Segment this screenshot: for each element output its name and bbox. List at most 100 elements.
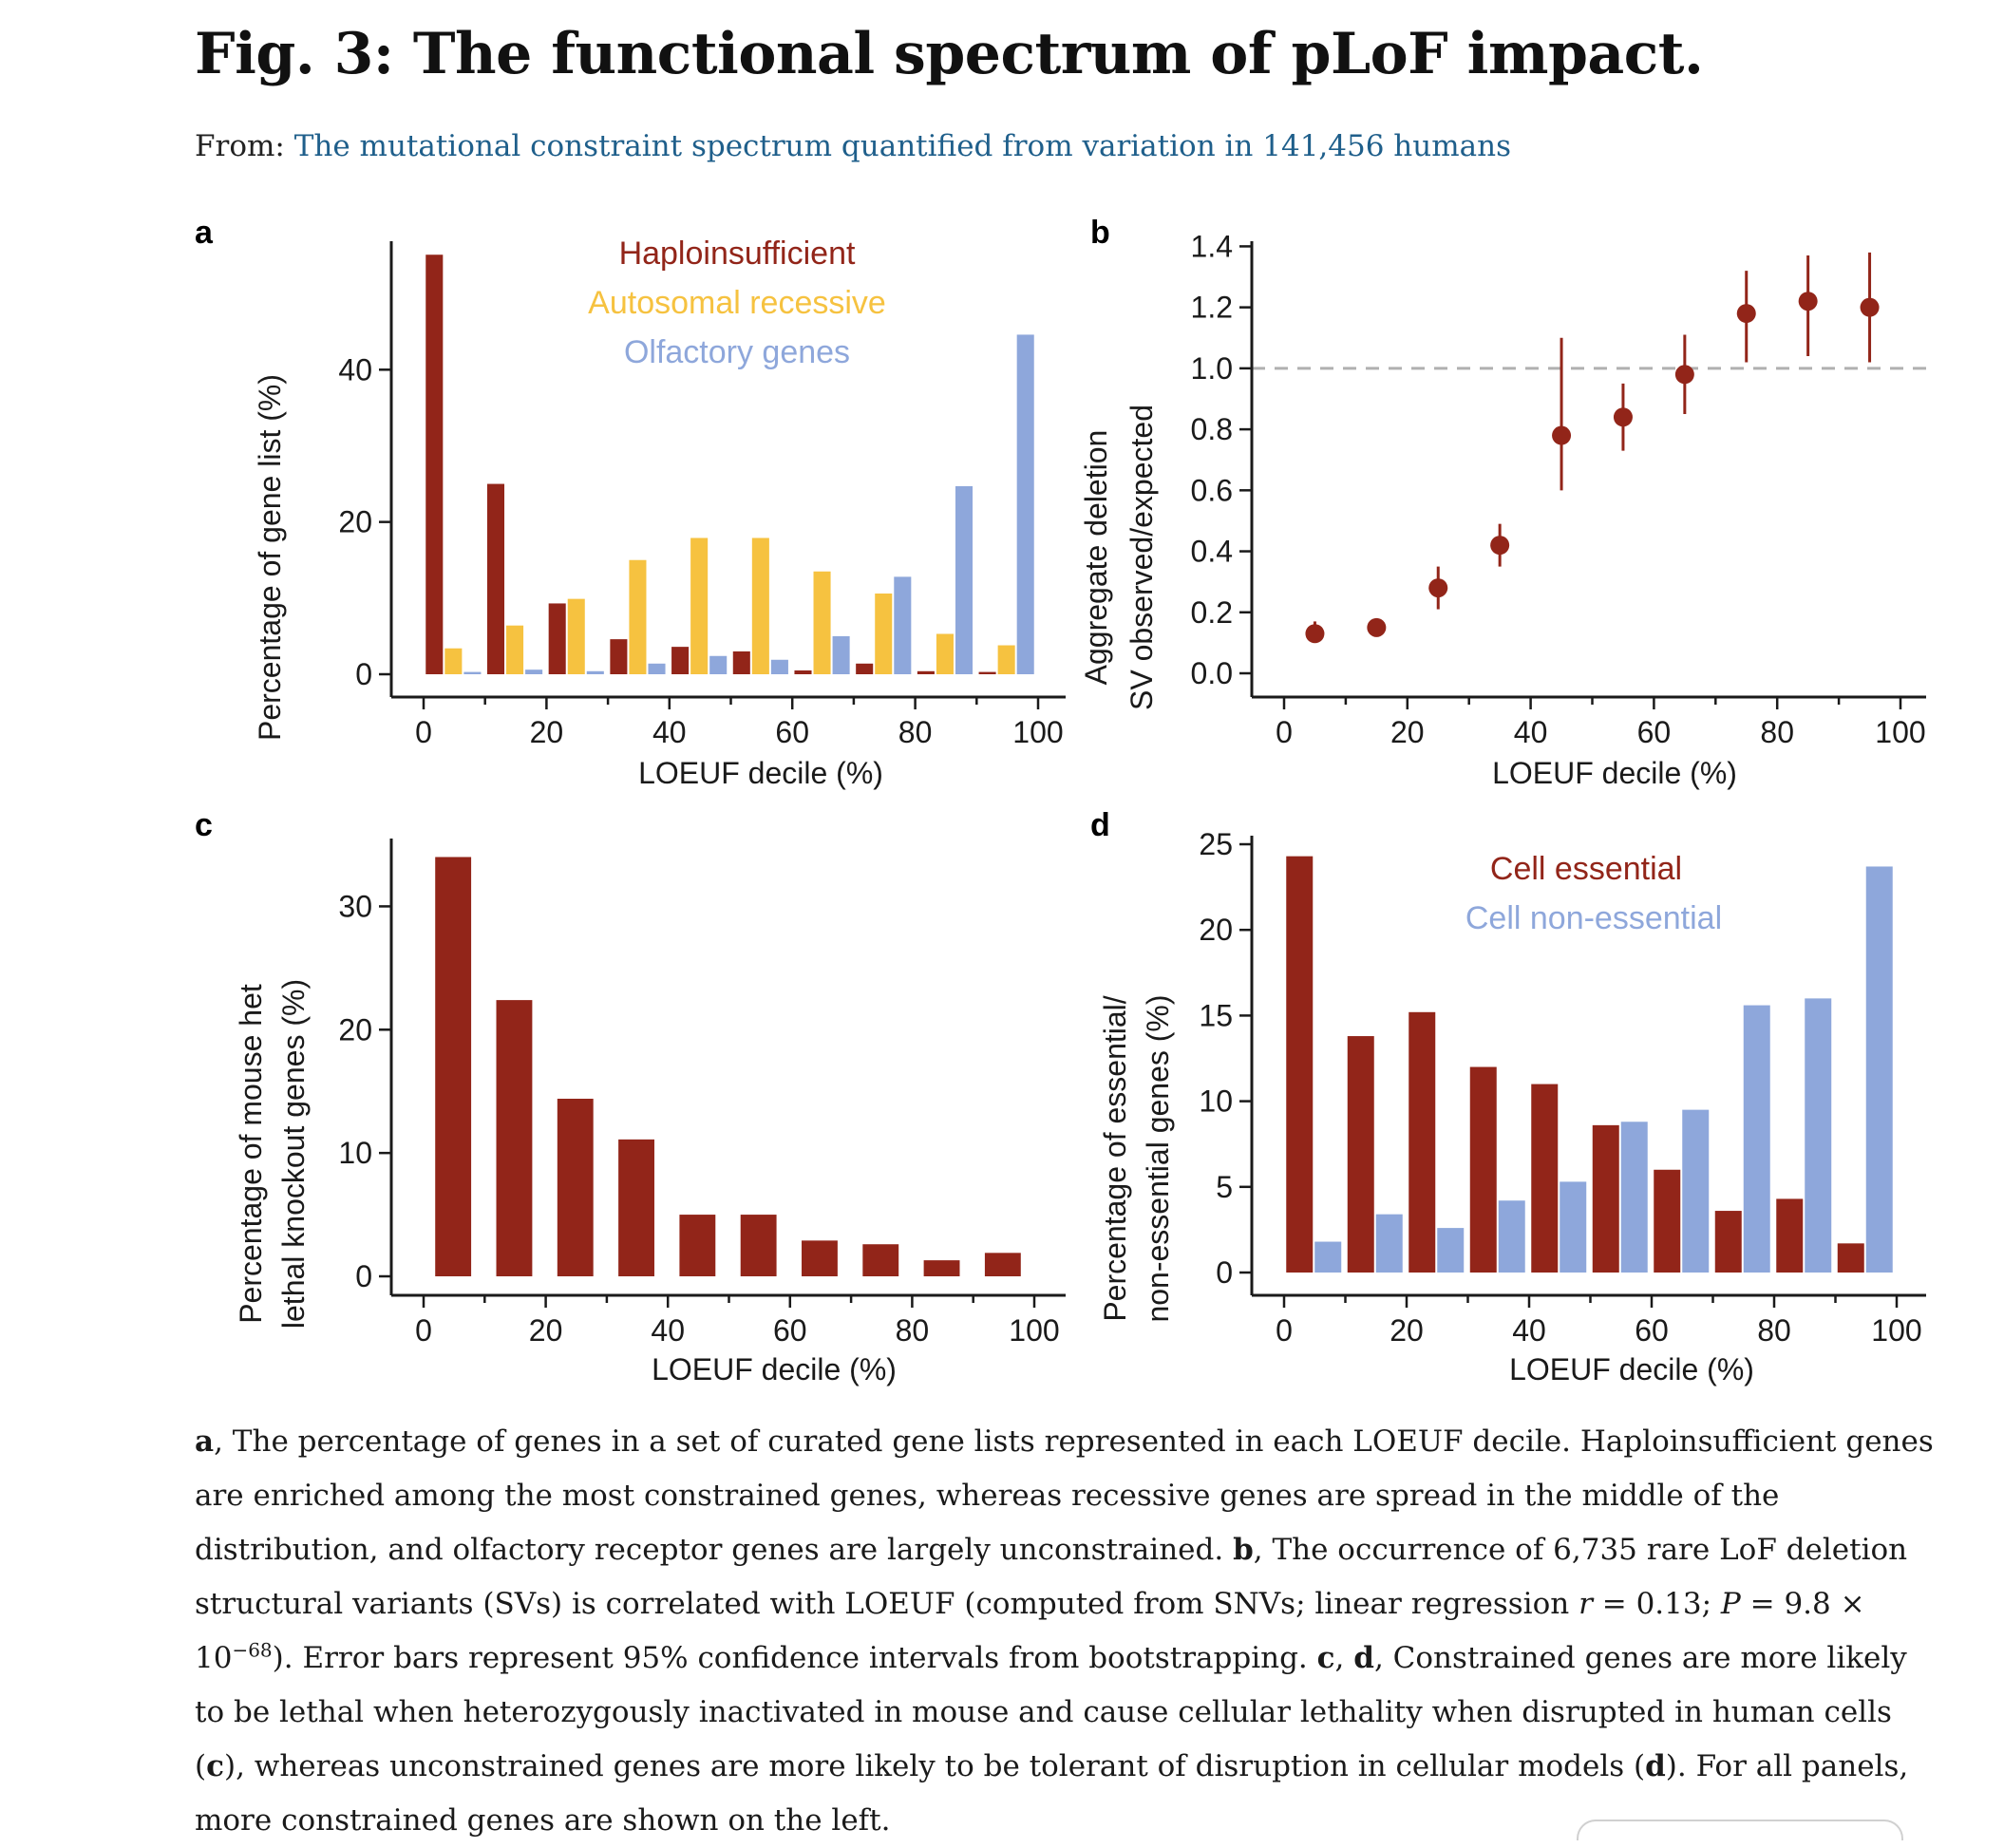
a-bar-olfactory-genes [1016, 334, 1034, 674]
c-bar [557, 1099, 594, 1276]
panel-c-ylabel-line1: Percentage of mouse het [234, 984, 268, 1324]
a-bar-olfactory-genes [832, 635, 850, 674]
a-bar-haploinsufficient [486, 483, 505, 674]
panel-d-xlabel: LOEUF decile (%) [1509, 1352, 1754, 1386]
caption-b-exponent: −68 [232, 1638, 273, 1662]
d-y-tick-label: 15 [1199, 998, 1233, 1032]
a-bar-olfactory-genes [525, 669, 543, 674]
panel-c-xlabel: LOEUF decile (%) [652, 1352, 897, 1386]
panel-b-ylabel-line2: SV observed/expected [1125, 405, 1159, 710]
bottom-button-edge[interactable] [1577, 1820, 1903, 1840]
figure-caption: a, The percentage of genes in a set of c… [195, 1415, 1942, 1848]
panel-d-letter: d [1090, 807, 1110, 843]
d-bar-cell-essential [1714, 1211, 1742, 1273]
c-bar [984, 1253, 1021, 1276]
figure-title: Fig. 3: The functional spectrum of pLoF … [195, 21, 1704, 87]
d-y-tick-label: 5 [1216, 1170, 1233, 1204]
b-point [1552, 425, 1572, 445]
a-bar-olfactory-genes [463, 671, 482, 674]
d-bar-cell-essential [1776, 1198, 1804, 1273]
a-bar-autosomal-recessive [506, 625, 524, 674]
d-y-tick-label: 20 [1199, 913, 1233, 947]
a-bar-haploinsufficient [548, 603, 566, 674]
caption-a-label: a [195, 1424, 215, 1459]
a-bar-olfactory-genes [955, 485, 974, 674]
panel-b-points [1252, 252, 1926, 644]
panel-d-ylabel-line2: non-essential genes (%) [1141, 994, 1175, 1322]
c-bar [923, 1260, 960, 1276]
b-y-tick-label: 0.2 [1191, 595, 1233, 630]
b-x-tick-label: 40 [1514, 715, 1548, 749]
panel-b-ylabel-line1: Aggregate deletion [1079, 430, 1113, 686]
d-bar-cell-essential [1837, 1243, 1864, 1273]
panel-a: a 0 20 40 60 80 100 0 20 40 LOEUF decile (%) Per… [195, 215, 1066, 790]
caption-p-var: P [1720, 1587, 1741, 1621]
b-x-tick-label: 0 [1276, 715, 1293, 749]
d-bar-cell-non-essential [1682, 1109, 1710, 1273]
a-bar-haploinsufficient [671, 647, 690, 674]
caption-d-ref: d [1645, 1749, 1666, 1783]
panel-d: d 0 20 40 60 80 100 0 5 10 15 20 25 LOEUF decile (%… [1090, 807, 1926, 1386]
a-y-tick-label: 0 [355, 657, 372, 691]
c-bar [435, 857, 472, 1276]
b-x-tick-label: 60 [1637, 715, 1672, 749]
b-y-tick-label: 0.6 [1191, 473, 1233, 507]
b-point [1613, 407, 1633, 427]
panel-b-axes: 0 20 40 60 80 100 0.0 0.2 0.4 0.6 0.8 1.0 1.2 1.4 [1191, 229, 1926, 749]
caption-r-var: r [1579, 1587, 1593, 1621]
c-x-tick-label: 100 [1009, 1313, 1059, 1348]
b-point [1860, 297, 1880, 317]
legend-haploinsufficient: Haploinsufficient [619, 236, 856, 272]
a-bar-autosomal-recessive [629, 559, 647, 674]
legend-autosomal-recessive: Autosomal recessive [588, 285, 886, 321]
b-point [1428, 578, 1448, 598]
panel-d-axes: 0 20 40 60 80 100 0 5 10 15 20 25 [1199, 827, 1926, 1348]
caption-b-label: b [1233, 1533, 1254, 1567]
d-x-tick-label: 100 [1871, 1313, 1921, 1348]
panel-c-axes: 0 20 40 60 80 100 0 10 20 30 [338, 839, 1066, 1348]
c-x-tick-label: 40 [651, 1313, 685, 1348]
c-x-tick-label: 80 [896, 1313, 930, 1348]
a-y-tick-label: 20 [338, 505, 372, 539]
a-bar-autosomal-recessive [936, 633, 954, 674]
d-x-tick-label: 80 [1757, 1313, 1791, 1348]
c-y-tick-label: 20 [338, 1012, 372, 1047]
a-bar-haploinsufficient [794, 669, 812, 674]
a-bar-haploinsufficient [978, 671, 996, 674]
b-y-tick-label: 1.4 [1191, 229, 1233, 263]
c-x-tick-label: 60 [773, 1313, 807, 1348]
caption-c-ref: c [206, 1749, 224, 1783]
b-x-tick-label: 80 [1760, 715, 1794, 749]
a-bar-olfactory-genes [586, 670, 604, 674]
caption-b-text3: = 9.8 × 10 [195, 1587, 1865, 1675]
c-bar [862, 1244, 899, 1276]
source-article-link[interactable]: The mutational constraint spectrum quant… [293, 129, 1511, 163]
b-point [1490, 536, 1510, 556]
a-bar-olfactory-genes [894, 576, 912, 674]
d-bar-cell-non-essential [1560, 1181, 1587, 1273]
panel-d-ylabel-line1: Percentage of essential/ [1098, 995, 1132, 1321]
d-x-tick-label: 40 [1512, 1313, 1546, 1348]
a-bar-haploinsufficient [917, 670, 935, 674]
d-bar-cell-essential [1286, 856, 1314, 1273]
d-y-tick-label: 0 [1216, 1255, 1233, 1290]
a-bar-haploinsufficient [610, 639, 628, 674]
a-bar-autosomal-recessive [751, 537, 769, 674]
d-x-tick-label: 60 [1635, 1313, 1669, 1348]
c-x-tick-label: 20 [529, 1313, 563, 1348]
a-bar-haploinsufficient [856, 663, 874, 674]
b-y-tick-label: 0.0 [1191, 656, 1233, 690]
a-x-tick-label: 60 [775, 715, 809, 749]
legend-olfactory-genes: Olfactory genes [624, 334, 850, 370]
a-x-tick-label: 20 [530, 715, 564, 749]
d-bar-cell-essential [1531, 1084, 1559, 1273]
c-bar [496, 1000, 533, 1276]
a-bar-olfactory-genes [709, 655, 728, 674]
a-bar-haploinsufficient [732, 651, 750, 674]
caption-b-text1: , The occurrence of 6,735 rare LoF delet… [195, 1533, 1908, 1621]
d-x-tick-label: 20 [1390, 1313, 1424, 1348]
b-y-tick-label: 1.2 [1191, 291, 1233, 325]
caption-cd-text2: ), whereas unconstrained genes are more … [224, 1749, 1646, 1783]
caption-c-label: c [1316, 1641, 1335, 1675]
